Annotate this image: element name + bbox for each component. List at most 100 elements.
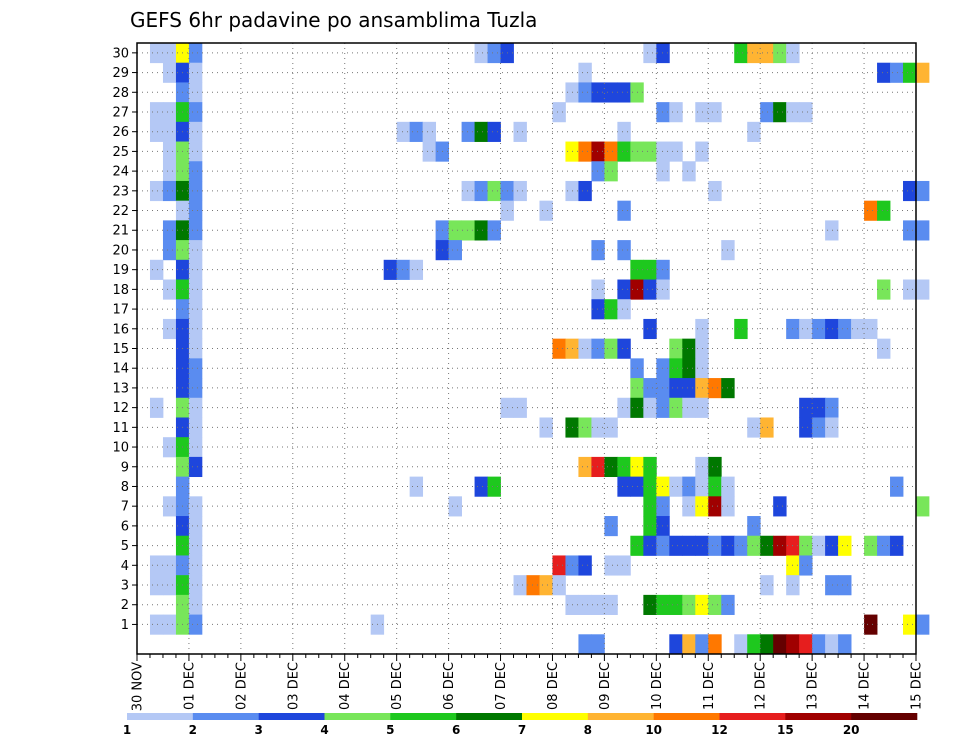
heatmap-cell [604, 141, 618, 162]
heatmap-cell [162, 437, 177, 458]
heatmap-cell [487, 220, 501, 241]
heatmap-cell [162, 555, 177, 576]
heatmap-cell [708, 456, 722, 478]
y-tick-label: 15 [112, 342, 129, 357]
heatmap-cell [669, 594, 683, 615]
heatmap-cell [864, 535, 878, 556]
heatmap-cell [890, 476, 904, 497]
heatmap-cell [656, 476, 670, 497]
heatmap-cell [396, 121, 411, 142]
heatmap-cell [448, 220, 462, 241]
y-tick-label: 28 [112, 86, 129, 101]
heatmap-cell [773, 102, 787, 123]
heatmap-cell [916, 180, 930, 202]
heatmap-cell [643, 43, 657, 64]
heatmap-cell [682, 496, 696, 517]
heatmap-cell [760, 634, 774, 655]
heatmap-cell [149, 180, 164, 202]
heatmap-cell [838, 318, 852, 340]
heatmap-cell [656, 43, 670, 64]
colorbar-label: 12 [711, 723, 728, 737]
heatmap-cell [188, 378, 203, 399]
heatmap-cell [877, 200, 891, 221]
heatmap-cell [669, 378, 683, 399]
heatmap-cell [591, 161, 605, 182]
colorbar-label: 8 [584, 723, 592, 737]
y-tick-label: 3 [121, 579, 129, 594]
x-tick-label: 10 DEC [650, 662, 665, 710]
x-tick-label: 12 DEC [754, 662, 769, 710]
heatmap-cell [617, 82, 631, 103]
y-tick-label: 14 [112, 362, 129, 377]
heatmap-cell [825, 535, 839, 556]
heatmap-cell [695, 338, 709, 359]
heatmap-cell [513, 180, 527, 202]
heatmap-cell [656, 516, 670, 537]
y-tick-label: 6 [121, 519, 129, 534]
heatmap-cell [188, 437, 203, 458]
heatmap-cell [162, 279, 177, 300]
heatmap-cell [448, 240, 462, 261]
heatmap-cell [682, 161, 696, 182]
y-tick-label: 17 [112, 303, 129, 318]
heatmap-cell [747, 121, 761, 142]
x-tick-label: 04 DEC [338, 662, 353, 710]
heatmap-cell [864, 614, 878, 635]
heatmap-cell [578, 555, 592, 576]
colorbar-label: 2 [189, 723, 197, 737]
heatmap-cell [695, 358, 709, 379]
heatmap-cell [188, 299, 203, 320]
y-axis-ticks: 1234567891011121314151617181920212223242… [112, 46, 137, 633]
heatmap-cell [604, 417, 618, 438]
heatmap-cell [188, 594, 203, 615]
y-tick-label: 8 [121, 480, 129, 495]
heatmap-cell [604, 82, 618, 103]
y-tick-label: 19 [112, 263, 129, 278]
y-tick-label: 11 [112, 421, 129, 436]
heatmap-cell [578, 417, 592, 438]
heatmap-cell [643, 516, 657, 537]
heatmap-cell [864, 318, 878, 340]
colorbar-swatch [258, 713, 325, 720]
heatmap-cell [162, 575, 177, 596]
x-tick-label: 09 DEC [598, 662, 613, 710]
heatmap-cell [591, 456, 605, 478]
heatmap-cell [760, 535, 774, 556]
heatmap-cell [188, 397, 203, 418]
x-tick-label: 08 DEC [546, 662, 561, 710]
heatmap-cell [188, 220, 203, 241]
y-tick-label: 1 [121, 618, 129, 633]
heatmap-cell [682, 476, 696, 497]
heatmap-cell [903, 180, 917, 202]
heatmap-cell [188, 338, 203, 359]
heatmap-cell [617, 240, 631, 261]
heatmap-cell [162, 161, 177, 182]
heatmap-cell [838, 634, 852, 655]
heatmap-cell [682, 634, 696, 655]
y-tick-label: 23 [112, 184, 129, 199]
heatmap-cell [188, 575, 203, 596]
heatmap-cell [162, 318, 177, 340]
heatmap-cell [188, 614, 203, 635]
heatmap-cell [162, 121, 177, 142]
heatmap-cell [773, 43, 787, 64]
heatmap-cell [643, 259, 657, 280]
heatmap-cell [747, 516, 761, 537]
heatmap-cell [188, 102, 203, 123]
heatmap-cell [617, 476, 631, 497]
heatmap-cell [188, 82, 203, 103]
heatmap-cell [903, 62, 917, 83]
y-tick-label: 18 [112, 283, 129, 298]
heatmap-cell [825, 220, 839, 241]
y-tick-label: 21 [112, 224, 129, 239]
heatmap-cell [656, 378, 670, 399]
heatmap-cell [708, 476, 722, 497]
heatmap-cell [825, 318, 839, 340]
heatmap-cell [513, 397, 527, 418]
grid-lines [137, 43, 916, 654]
heatmap-cell [916, 62, 930, 83]
heatmap-cell [578, 634, 592, 655]
x-tick-label: 06 DEC [442, 662, 457, 710]
heatmap-cell [656, 141, 670, 162]
y-tick-label: 2 [121, 598, 129, 613]
